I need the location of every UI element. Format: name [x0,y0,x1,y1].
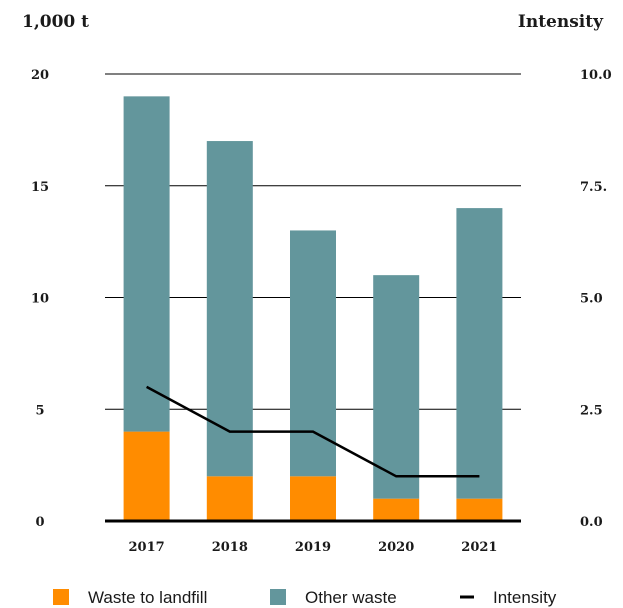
bar-other-2020 [373,275,420,499]
legend-intensity-label: Intensity [493,588,557,607]
bar-other-2021 [456,208,503,499]
x-tick-label: 2017 [129,540,165,555]
y2-tick-label: 7.5. [580,180,607,195]
bar-landfill-2021 [456,498,503,521]
legend-other-swatch [270,589,286,605]
x-tick-label: 2019 [295,540,331,555]
y-tick-label: 0 [35,515,44,530]
legend: Waste to landfill Other waste Intensity [53,588,557,607]
y-tick-label: 20 [31,68,49,83]
bar-other-2019 [290,230,336,477]
y-axis-ticks: 0 5 10 15 20 [31,68,49,530]
bar-landfill-2018 [206,476,253,521]
y-tick-label: 5 [35,403,44,418]
y2-axis-ticks: 0.0 2.5 5.0 7.5. 10.0 [580,68,612,530]
y-tick-label: 10 [31,292,49,307]
legend-other-label: Other waste [305,588,397,607]
legend-landfill-label: Waste to landfill [88,588,207,607]
y2-tick-label: 2.5 [580,403,603,418]
y2-tick-label: 0.0 [580,515,603,530]
bar-other-2017 [123,96,170,432]
y2-axis-title: Intensity [518,12,604,32]
legend-other: Other waste [270,588,397,607]
x-tick-label: 2020 [378,540,414,555]
x-tick-label: 2018 [212,540,248,555]
y-axis-title: 1,000 t [22,12,89,32]
legend-intensity: Intensity [460,588,557,607]
bar-other-2018 [206,141,253,477]
legend-landfill: Waste to landfill [53,588,207,607]
y-tick-label: 15 [31,180,49,195]
bar-landfill-2019 [290,476,336,521]
intensity-line-group [146,385,480,478]
x-tick-label: 2021 [461,540,497,555]
y2-tick-label: 5.0 [580,292,603,307]
bar-landfill-2020 [373,498,420,521]
y2-tick-label: 10.0 [580,68,612,83]
bars [123,96,503,521]
bar-landfill-2017 [123,431,170,521]
x-axis-ticks: 2017 2018 2019 2020 2021 [129,540,498,555]
legend-landfill-swatch [53,589,69,605]
